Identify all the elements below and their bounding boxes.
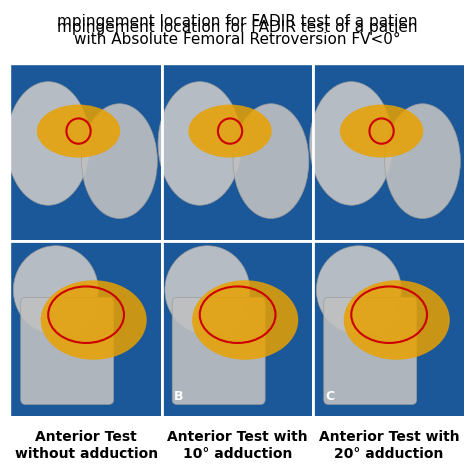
FancyBboxPatch shape: [172, 297, 265, 404]
Ellipse shape: [37, 105, 120, 157]
Text: Anterior Test
without adduction: Anterior Test without adduction: [15, 430, 158, 461]
Text: with Absolute Femoral Retroversion FV<0°: with Absolute Femoral Retroversion FV<0°: [74, 33, 401, 47]
Ellipse shape: [192, 280, 298, 360]
FancyBboxPatch shape: [21, 297, 114, 404]
FancyBboxPatch shape: [324, 297, 417, 404]
Circle shape: [165, 246, 250, 334]
FancyBboxPatch shape: [10, 417, 465, 474]
Ellipse shape: [384, 104, 460, 219]
FancyBboxPatch shape: [10, 0, 465, 64]
Ellipse shape: [344, 280, 450, 360]
Ellipse shape: [41, 280, 147, 360]
FancyBboxPatch shape: [314, 242, 464, 416]
Text: B: B: [174, 390, 183, 403]
FancyBboxPatch shape: [11, 242, 161, 416]
Circle shape: [317, 246, 401, 334]
Ellipse shape: [310, 82, 393, 205]
Ellipse shape: [82, 104, 157, 219]
Text: C: C: [326, 390, 335, 403]
Circle shape: [13, 246, 98, 334]
Ellipse shape: [340, 105, 423, 157]
FancyBboxPatch shape: [314, 65, 464, 239]
FancyBboxPatch shape: [11, 65, 161, 239]
FancyBboxPatch shape: [163, 65, 312, 239]
Ellipse shape: [7, 82, 90, 205]
Text: Anterior Test with
20° adduction: Anterior Test with 20° adduction: [319, 430, 459, 461]
Text: mpingement location for FADIR test of a patien: mpingement location for FADIR test of a …: [57, 15, 418, 29]
Text: Anterior Test with
10° adduction: Anterior Test with 10° adduction: [167, 430, 308, 461]
Text: mpingement location for FADIR test of a patien: mpingement location for FADIR test of a …: [57, 20, 418, 36]
Ellipse shape: [158, 82, 241, 205]
Ellipse shape: [188, 105, 272, 157]
FancyBboxPatch shape: [163, 242, 312, 416]
Ellipse shape: [233, 104, 309, 219]
